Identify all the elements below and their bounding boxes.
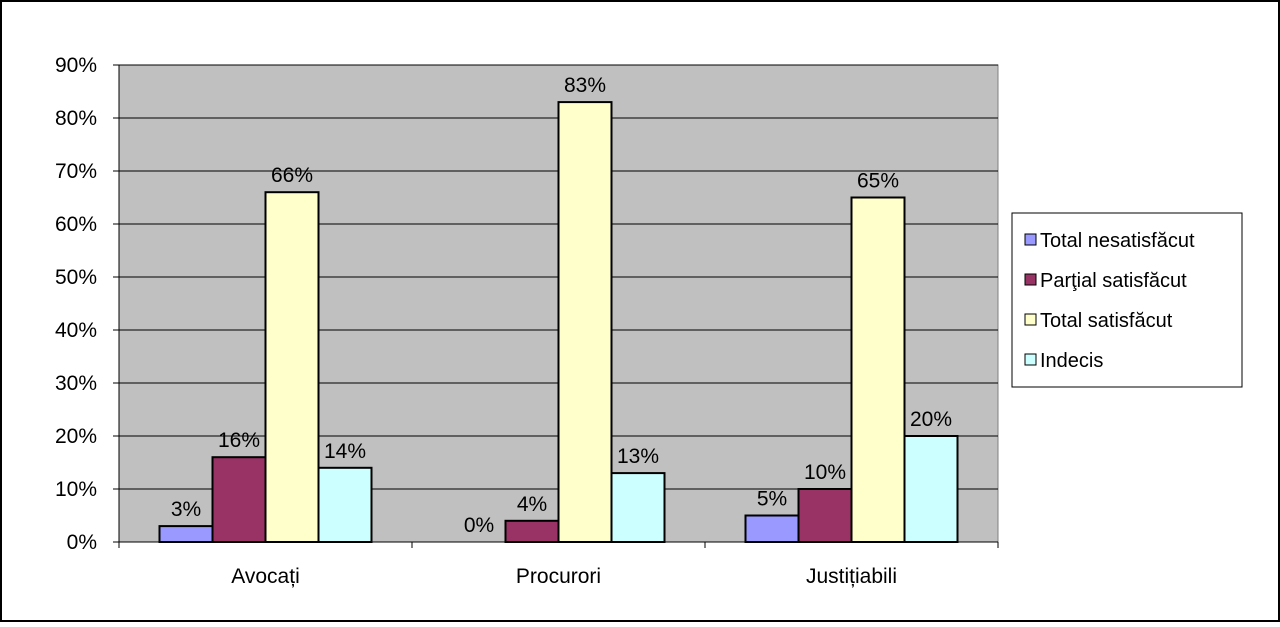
legend-swatch [1024,313,1037,326]
axes: 0% 10% 20% 30% 40% 50% 60% 70% 80% 90% Avocați Proc… [55,54,999,588]
bar [504,519,560,543]
y-tick-label: 30% [55,372,97,395]
y-tick-label: 70% [55,160,97,183]
bar [317,466,373,543]
x-category-label: Procurori [516,565,601,588]
x-category-label: Justițiabili [806,565,897,588]
y-tick-label: 90% [55,54,97,77]
legend-swatch [1024,353,1037,366]
data-label: 10% [804,461,846,484]
bar [264,191,320,543]
x-category-label: Avocați [231,565,300,588]
data-label: 20% [910,408,952,431]
y-tick-label: 80% [55,107,97,130]
data-label: 14% [324,440,366,463]
bar [211,456,267,544]
y-tick-label: 60% [55,213,97,236]
data-label: 4% [517,493,547,516]
y-tick-label: 40% [55,319,97,342]
data-label: 65% [857,170,899,193]
bar [850,196,906,543]
bar [557,101,613,543]
data-label: 3% [171,498,201,521]
bar [903,435,959,543]
legend-label: Total nesatisfăcut [1040,230,1195,252]
data-label: 0% [464,514,494,537]
y-tick-label: 20% [55,425,97,448]
y-tick-label: 50% [55,266,97,289]
legend-label: Total satisfăcut [1040,310,1173,332]
data-label: 5% [757,488,787,511]
legend-box [1011,212,1243,388]
data-labels: 3% 0% 5% 16% 4% 10% 66% 83% 65% 14% 13% 20% [171,74,952,537]
bars [158,101,959,544]
data-label: 83% [564,74,606,97]
legend-label: Indecis [1040,350,1103,372]
y-tick-label: 0% [67,531,97,554]
bar [610,472,666,544]
legend-swatch [1024,233,1037,246]
legend-swatch [1024,273,1037,286]
data-label: 66% [271,164,313,187]
data-label: 16% [218,429,260,452]
data-label: 13% [617,445,659,468]
bar [158,525,214,543]
y-tick-label: 10% [55,478,97,501]
legend-label: Parţial satisfăcut [1040,270,1187,292]
bar [744,514,800,543]
legend: Total nesatisfăcut Parţial satisfăcut Tota… [1011,212,1243,388]
bar [797,488,853,543]
